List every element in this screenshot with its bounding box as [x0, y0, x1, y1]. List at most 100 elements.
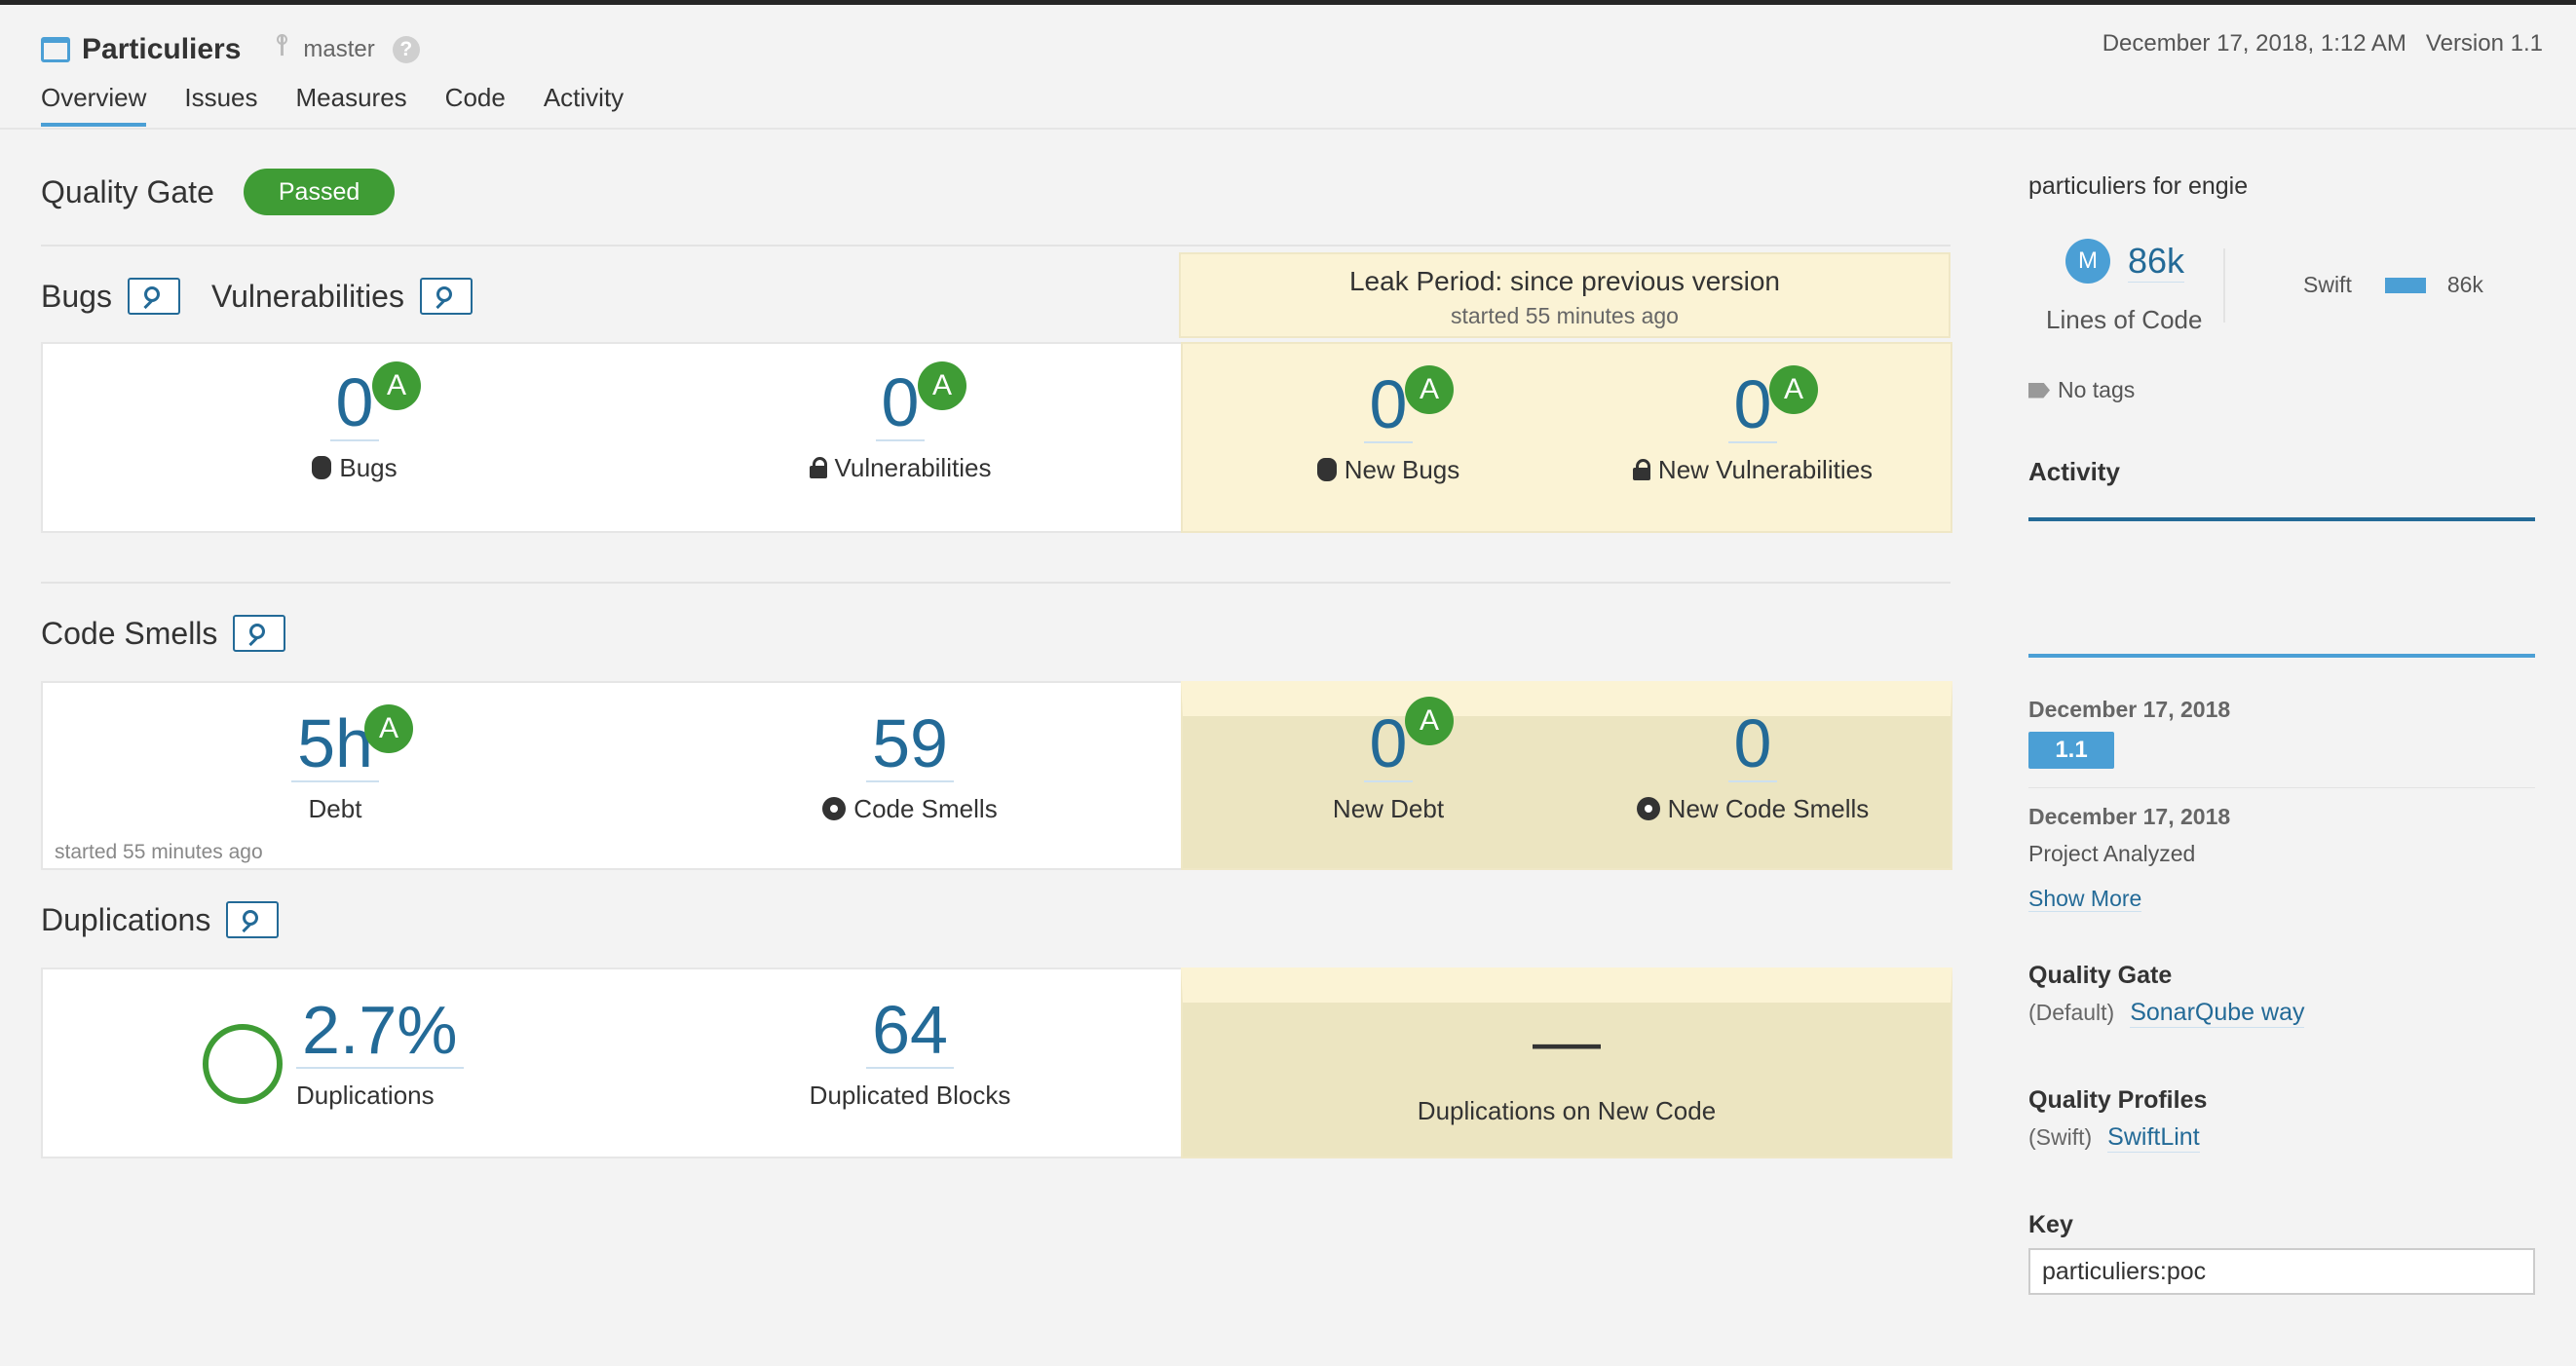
quality-gate-link[interactable]: SonarQube way	[2130, 999, 2305, 1028]
bugs-metric: 0 Bugs A	[257, 361, 452, 483]
code-smells-issues-link-button[interactable]	[233, 615, 286, 652]
branch-name[interactable]: master	[303, 36, 375, 62]
quality-profile-row: (Swift) SwiftLint	[2028, 1123, 2200, 1153]
vulnerabilities-label: Vulnerabilities	[834, 452, 992, 482]
vulnerabilities-title: Vulnerabilities	[210, 278, 404, 314]
new-bugs-label: New Bugs	[1344, 454, 1460, 484]
duplications-value[interactable]: 2.7%	[296, 994, 464, 1069]
new-vulnerabilities-rating[interactable]: A	[1769, 365, 1818, 414]
help-icon[interactable]: ?	[392, 36, 420, 63]
event-date: December 17, 2018	[2028, 804, 2231, 829]
quality-profiles-heading: Quality Profiles	[2028, 1086, 2208, 1114]
leak-code-smells-area: 0 New Debt A 0 New Code Smells	[1181, 681, 1952, 870]
new-duplications-metric: — Duplications on New Code	[1183, 1006, 1951, 1126]
lock-icon	[1632, 459, 1650, 480]
new-bugs-value[interactable]: 0	[1363, 368, 1414, 443]
bugs-value[interactable]: 0	[329, 366, 380, 441]
code-smells-value[interactable]: 59	[866, 707, 954, 782]
analysis-meta: December 17, 2018, 1:12 AM Version 1.1	[2102, 30, 2543, 57]
debt-metric: 5h Debt A	[218, 704, 452, 824]
new-vulnerabilities-value[interactable]: 0	[1727, 368, 1778, 443]
lines-of-code: M 86k	[2065, 239, 2185, 284]
quality-gate: Quality Gate Passed	[41, 169, 396, 215]
lock-icon	[809, 457, 827, 478]
new-debt-value[interactable]: 0	[1363, 707, 1414, 782]
size-avatar: M	[2065, 239, 2110, 284]
quality-profile-language: (Swift)	[2028, 1124, 2093, 1150]
code-smells-section-title: Code Smells	[41, 615, 286, 652]
divider	[2028, 787, 2535, 788]
leak-period-header: Leak Period: since previous version star…	[1179, 252, 1951, 338]
divider	[41, 582, 1951, 584]
new-bugs-rating[interactable]: A	[1405, 365, 1454, 414]
duplications-link-button[interactable]	[226, 901, 280, 938]
leak-bugs-area: 0 New Bugs A 0 New Vulnerabilities A	[1181, 342, 1952, 533]
search-link-icon	[249, 624, 266, 639]
language-bar	[2384, 277, 2426, 293]
project-key-field[interactable]: particuliers:poc	[2028, 1248, 2535, 1295]
code-smells-metric: 59 Code Smells	[764, 707, 1056, 824]
tab-issues[interactable]: Issues	[184, 83, 258, 112]
duplicated-blocks-label: Duplicated Blocks	[809, 1080, 1011, 1110]
vulnerabilities-issues-link-button[interactable]	[419, 278, 473, 315]
duplications-panel: 2.7% Duplications 64 Duplicated Blocks —…	[41, 968, 1952, 1158]
vulnerabilities-value[interactable]: 0	[875, 366, 926, 441]
debt-rating[interactable]: A	[364, 704, 413, 753]
tag-icon	[2028, 382, 2050, 398]
tab-measures[interactable]: Measures	[295, 83, 407, 112]
quality-gate-title: Quality Gate	[41, 173, 214, 209]
duplications-section-title: Duplications	[41, 901, 280, 938]
new-debt-rating[interactable]: A	[1405, 697, 1454, 745]
key-heading: Key	[2028, 1211, 2073, 1238]
duplications-label: Duplications	[296, 1080, 435, 1110]
search-link-icon	[243, 910, 259, 926]
project-nav: Overview Issues Measures Code Activity	[41, 83, 624, 127]
new-duplications-label: Duplications on New Code	[1417, 1096, 1717, 1125]
project-description: particuliers for engie	[2028, 172, 2249, 200]
bugs-issues-link-button[interactable]	[127, 278, 180, 315]
search-link-icon	[143, 286, 160, 302]
lines-of-code-value[interactable]: 86k	[2128, 240, 2185, 283]
debt-value[interactable]: 5h	[291, 707, 379, 782]
vulnerabilities-metric: 0 Vulnerabilities A	[735, 361, 1066, 483]
tab-code[interactable]: Code	[444, 83, 506, 112]
leak-duplications-area: — Duplications on New Code	[1181, 968, 1952, 1158]
quality-profile-link[interactable]: SwiftLint	[2107, 1123, 2200, 1153]
leak-period-started: started 55 minutes ago	[1451, 303, 1679, 328]
new-bugs-metric: 0 New Bugs A	[1276, 365, 1500, 485]
bugs-vulnerabilities-panel: 0 Bugs A 0 Vulnerabilities A 0 New Bugs …	[41, 342, 1952, 533]
new-vulnerabilities-metric: 0 New Vulnerabilities A	[1611, 365, 1894, 485]
duplications-title: Duplications	[41, 901, 211, 937]
duplicated-blocks-value[interactable]: 64	[866, 994, 954, 1069]
tab-overview[interactable]: Overview	[41, 83, 147, 127]
divider	[41, 245, 1951, 247]
activity-title: Activity	[2028, 457, 2120, 486]
project-name[interactable]: Particuliers	[82, 33, 242, 65]
event-description: Project Analyzed	[2028, 841, 2196, 866]
code-smell-icon	[1636, 797, 1660, 820]
new-code-smells-label: New Code Smells	[1667, 793, 1870, 823]
quality-gate-row: (Default) SonarQube way	[2028, 999, 2305, 1028]
bugs-rating[interactable]: A	[372, 361, 421, 410]
project-header: Particuliers master ? December 17, 2018,…	[0, 5, 2576, 130]
tab-activity[interactable]: Activity	[543, 83, 625, 112]
duplication-circle-icon	[203, 1024, 283, 1104]
new-code-smells-value[interactable]: 0	[1727, 707, 1778, 782]
code-smell-icon	[822, 797, 847, 820]
search-link-icon	[436, 286, 452, 302]
project-title-row: Particuliers master ?	[41, 26, 420, 73]
code-smells-title: Code Smells	[41, 615, 218, 651]
debt-started-note: started 55 minutes ago	[55, 841, 263, 863]
project-icon	[41, 37, 70, 62]
debt-label: Debt	[308, 793, 362, 823]
vulnerabilities-rating[interactable]: A	[918, 361, 966, 410]
code-smells-label: Code Smells	[853, 793, 998, 823]
quality-gate-status-badge: Passed	[243, 169, 396, 215]
new-code-smells-metric: 0 New Code Smells	[1611, 707, 1894, 824]
project-tags: No tags	[2028, 377, 2135, 403]
project-version: Version 1.1	[2425, 30, 2543, 57]
quality-gate-default: (Default)	[2028, 1000, 2115, 1025]
duplicated-blocks-metric: 64 Duplicated Blocks	[764, 994, 1056, 1111]
duplications-metric: 2.7% Duplications	[296, 994, 481, 1111]
show-more-link[interactable]: Show More	[2028, 886, 2142, 912]
